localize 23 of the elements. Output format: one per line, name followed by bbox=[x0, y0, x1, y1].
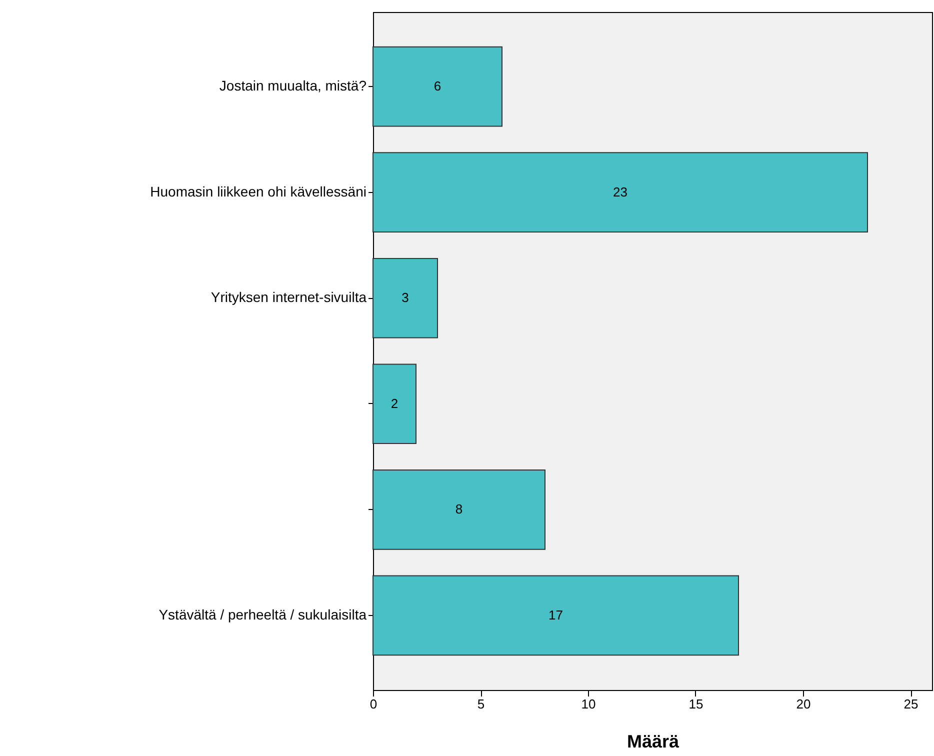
x-tick-label: 20 bbox=[796, 696, 811, 712]
bar bbox=[372, 46, 502, 127]
x-axis-title: Määrä bbox=[626, 732, 680, 752]
data-label: 2 bbox=[390, 396, 398, 411]
data-label: 8 bbox=[455, 502, 463, 517]
x-tick-label: 25 bbox=[904, 696, 918, 712]
bar bbox=[372, 575, 739, 656]
x-tick-label: 10 bbox=[581, 696, 596, 712]
y-tick-label: Ystävältä / perheeltä / sukulaisilta bbox=[158, 606, 367, 622]
x-tick-label: 0 bbox=[370, 696, 378, 712]
bar bbox=[372, 469, 546, 550]
x-tick-label: 15 bbox=[688, 696, 704, 712]
y-tick-label: Yrityksen internet-sivuilta bbox=[210, 289, 367, 306]
bar bbox=[372, 258, 438, 338]
data-label: 17 bbox=[548, 607, 563, 622]
y-tick-label: Jostain muualta, mistä? bbox=[219, 78, 367, 94]
y-tick-label: Huomasin liikkeen ohi kävellessäni bbox=[150, 183, 366, 200]
data-label: 3 bbox=[402, 290, 409, 306]
bar bbox=[372, 152, 868, 233]
x-tick-label: 5 bbox=[477, 696, 485, 712]
bar bbox=[372, 364, 416, 444]
data-label: 6 bbox=[434, 78, 442, 94]
data-label: 23 bbox=[613, 184, 628, 200]
